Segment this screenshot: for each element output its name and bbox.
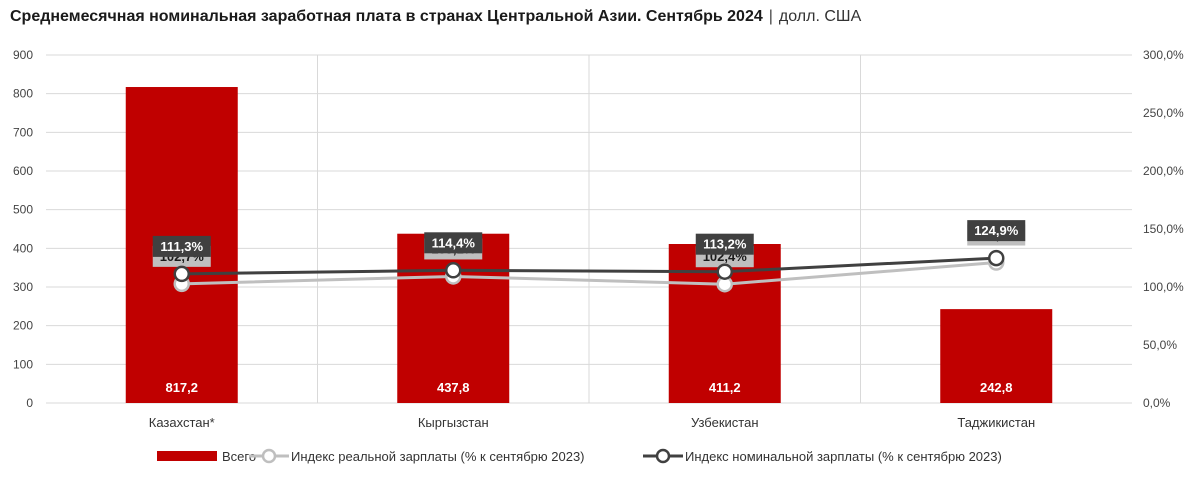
- left-axis-tick-label: 400: [13, 241, 33, 255]
- bar: [397, 233, 510, 403]
- right-axis-tick-label: 250,0%: [1143, 106, 1184, 120]
- right-axis-tick-label: 0,0%: [1143, 396, 1171, 410]
- legend-swatch-bar: [157, 451, 217, 461]
- chart-title-unit: долл. США: [778, 8, 862, 25]
- category-label: Узбекистан: [691, 415, 759, 430]
- left-axis-tick-label: 900: [13, 48, 33, 62]
- left-axis-tick-label: 600: [13, 164, 33, 178]
- bar-value-label: 437,8: [437, 380, 470, 395]
- bar-value-label: 242,8: [980, 380, 1013, 395]
- nominal-index-label-bg: [695, 233, 754, 255]
- category-label: Таджикистан: [957, 415, 1035, 430]
- right-axis-tick-label: 200,0%: [1143, 164, 1184, 178]
- left-axis-tick-label: 300: [13, 280, 33, 294]
- bar-value-label: 817,2: [165, 380, 198, 395]
- left-axis-tick-label: 200: [13, 319, 33, 333]
- nominal-index-point: [716, 263, 733, 280]
- legend-swatch-nominal-marker: [655, 448, 671, 464]
- left-axis-tick-label: 100: [13, 357, 33, 371]
- real-index-line: [181, 261, 997, 286]
- chart-title-main: Среднемесячная номинальная заработная пл…: [10, 8, 763, 25]
- left-axis-tick-label: 800: [13, 87, 33, 101]
- chart-title: Среднемесячная номинальная заработная пл…: [10, 8, 861, 34]
- legend-swatch-real-marker: [261, 448, 277, 464]
- nominal-index-label: 111,3%: [160, 239, 203, 254]
- nominal-index-label: 124,9%: [974, 223, 1019, 238]
- nominal-index-label-bg: [424, 232, 483, 254]
- nominal-index-point: [988, 249, 1005, 267]
- category-label: Казахстан*: [149, 415, 215, 430]
- category-label: Кыргызстан: [418, 415, 489, 430]
- right-axis-tick-label: 100,0%: [1143, 280, 1184, 294]
- nominal-index-label: 113,2%: [703, 237, 747, 252]
- nominal-index-label: 114,4%: [432, 235, 476, 250]
- nominal-index-point: [445, 262, 462, 279]
- right-axis-tick-label: 50,0%: [1143, 338, 1177, 352]
- bar-value-label: 411,2: [709, 380, 741, 395]
- legend-label-bar: Всего: [222, 449, 256, 464]
- left-axis-tick-label: 0: [26, 396, 33, 410]
- legend-label-real: Индекс реальной зарплаты (% к сентябрю 2…: [291, 449, 585, 464]
- legend: Всего Индекс реальной зарплаты (% к сентя…: [157, 448, 1002, 464]
- right-axis-tick-label: 150,0%: [1143, 222, 1184, 236]
- nominal-index-point: [173, 265, 190, 283]
- legend-label-nominal: Индекс номинальной зарплаты (% к сентябр…: [685, 449, 1002, 464]
- chart-title-separator: |: [768, 8, 773, 25]
- right-axis-tick-label: 300,0%: [1143, 48, 1184, 62]
- left-axis-tick-label: 700: [13, 125, 33, 139]
- left-axis-tick-label: 500: [13, 203, 33, 217]
- nominal-index-label-bg: [967, 220, 1026, 242]
- nominal-index-line: [181, 256, 997, 276]
- nominal-index-label-bg: [152, 235, 211, 257]
- bar: [940, 309, 1053, 403]
